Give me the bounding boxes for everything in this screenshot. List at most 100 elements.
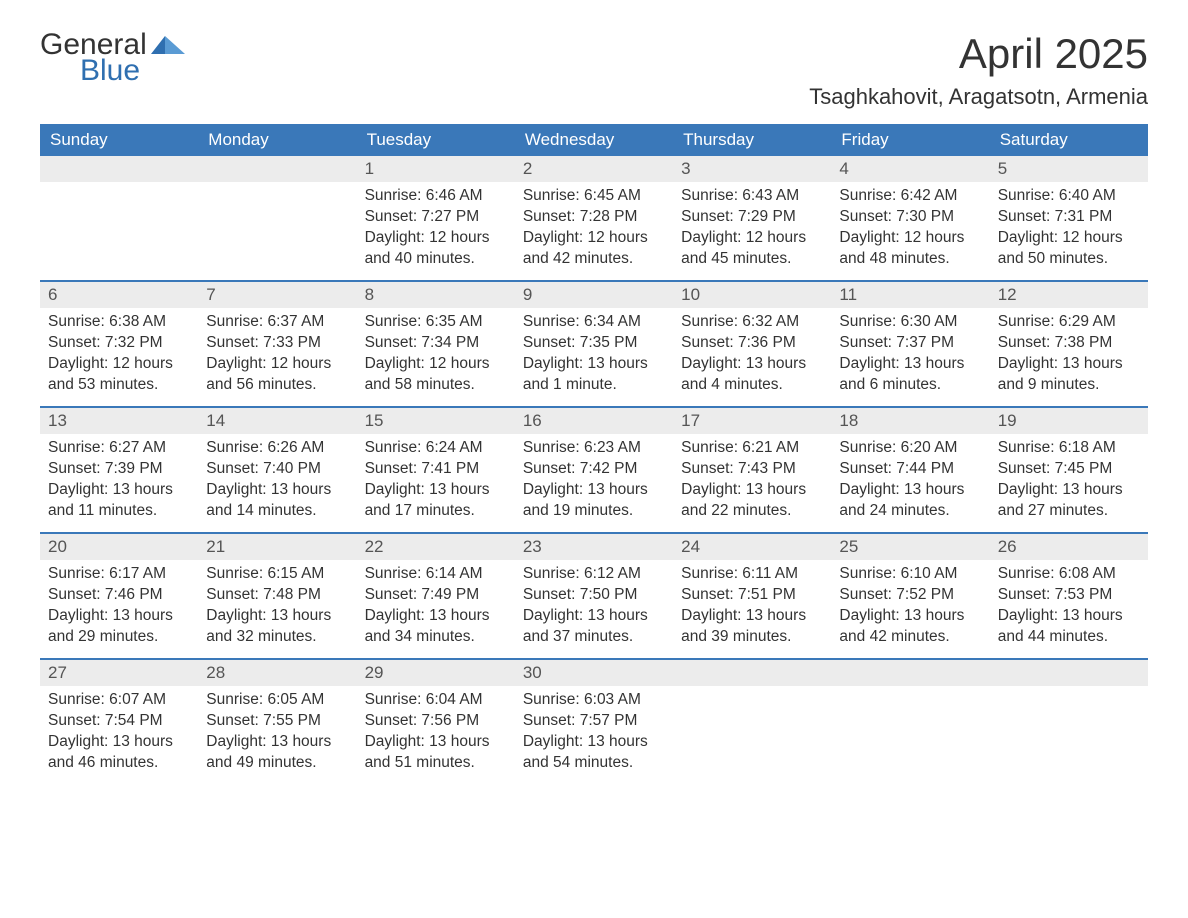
cell-body: Sunrise: 6:15 AMSunset: 7:48 PMDaylight:… — [198, 560, 356, 656]
cell-body: Sunrise: 6:04 AMSunset: 7:56 PMDaylight:… — [357, 686, 515, 782]
dl2-text: and 19 minutes. — [523, 501, 665, 522]
sunset-text: Sunset: 7:33 PM — [206, 333, 348, 354]
calendar-cell — [831, 660, 989, 784]
cell-body: Sunrise: 6:21 AMSunset: 7:43 PMDaylight:… — [673, 434, 831, 530]
sunset-text: Sunset: 7:41 PM — [365, 459, 507, 480]
dl1-text: Daylight: 13 hours — [48, 606, 190, 627]
day-header: Saturday — [990, 124, 1148, 156]
dl2-text: and 48 minutes. — [839, 249, 981, 270]
cell-body: Sunrise: 6:26 AMSunset: 7:40 PMDaylight:… — [198, 434, 356, 530]
cell-body: Sunrise: 6:10 AMSunset: 7:52 PMDaylight:… — [831, 560, 989, 656]
calendar-cell: 6Sunrise: 6:38 AMSunset: 7:32 PMDaylight… — [40, 282, 198, 406]
dl2-text: and 37 minutes. — [523, 627, 665, 648]
sunset-text: Sunset: 7:52 PM — [839, 585, 981, 606]
sunrise-text: Sunrise: 6:10 AM — [839, 564, 981, 585]
dl1-text: Daylight: 13 hours — [839, 480, 981, 501]
day-number: 16 — [515, 408, 673, 434]
day-number: 26 — [990, 534, 1148, 560]
day-header: Sunday — [40, 124, 198, 156]
calendar-cell: 9Sunrise: 6:34 AMSunset: 7:35 PMDaylight… — [515, 282, 673, 406]
cell-body: Sunrise: 6:30 AMSunset: 7:37 PMDaylight:… — [831, 308, 989, 404]
week-row: 27Sunrise: 6:07 AMSunset: 7:54 PMDayligh… — [40, 658, 1148, 784]
sunset-text: Sunset: 7:40 PM — [206, 459, 348, 480]
cell-body: Sunrise: 6:42 AMSunset: 7:30 PMDaylight:… — [831, 182, 989, 278]
sunset-text: Sunset: 7:49 PM — [365, 585, 507, 606]
sunset-text: Sunset: 7:44 PM — [839, 459, 981, 480]
dl2-text: and 58 minutes. — [365, 375, 507, 396]
cell-body: Sunrise: 6:34 AMSunset: 7:35 PMDaylight:… — [515, 308, 673, 404]
dl1-text: Daylight: 13 hours — [998, 606, 1140, 627]
day-number — [198, 156, 356, 182]
day-number: 4 — [831, 156, 989, 182]
cell-body: Sunrise: 6:27 AMSunset: 7:39 PMDaylight:… — [40, 434, 198, 530]
day-number: 20 — [40, 534, 198, 560]
dl2-text: and 40 minutes. — [365, 249, 507, 270]
calendar-cell: 16Sunrise: 6:23 AMSunset: 7:42 PMDayligh… — [515, 408, 673, 532]
cell-body: Sunrise: 6:12 AMSunset: 7:50 PMDaylight:… — [515, 560, 673, 656]
calendar-cell: 3Sunrise: 6:43 AMSunset: 7:29 PMDaylight… — [673, 156, 831, 280]
dl2-text: and 54 minutes. — [523, 753, 665, 774]
cell-body: Sunrise: 6:05 AMSunset: 7:55 PMDaylight:… — [198, 686, 356, 782]
dl2-text: and 29 minutes. — [48, 627, 190, 648]
sunset-text: Sunset: 7:51 PM — [681, 585, 823, 606]
page-title: April 2025 — [809, 30, 1148, 78]
sunset-text: Sunset: 7:53 PM — [998, 585, 1140, 606]
day-number: 25 — [831, 534, 989, 560]
dl1-text: Daylight: 13 hours — [48, 480, 190, 501]
sunrise-text: Sunrise: 6:07 AM — [48, 690, 190, 711]
sunrise-text: Sunrise: 6:37 AM — [206, 312, 348, 333]
calendar-cell: 30Sunrise: 6:03 AMSunset: 7:57 PMDayligh… — [515, 660, 673, 784]
day-number: 30 — [515, 660, 673, 686]
dl2-text: and 9 minutes. — [998, 375, 1140, 396]
dl2-text: and 17 minutes. — [365, 501, 507, 522]
day-number: 12 — [990, 282, 1148, 308]
dl1-text: Daylight: 12 hours — [998, 228, 1140, 249]
sunset-text: Sunset: 7:42 PM — [523, 459, 665, 480]
dl2-text: and 53 minutes. — [48, 375, 190, 396]
calendar-cell: 24Sunrise: 6:11 AMSunset: 7:51 PMDayligh… — [673, 534, 831, 658]
sunrise-text: Sunrise: 6:11 AM — [681, 564, 823, 585]
day-number: 27 — [40, 660, 198, 686]
sunrise-text: Sunrise: 6:40 AM — [998, 186, 1140, 207]
dl2-text: and 49 minutes. — [206, 753, 348, 774]
logo-text-blue: Blue — [40, 56, 187, 86]
calendar-cell — [198, 156, 356, 280]
dl1-text: Daylight: 13 hours — [998, 354, 1140, 375]
location-subtitle: Tsaghkahovit, Aragatsotn, Armenia — [809, 84, 1148, 110]
calendar-cell: 25Sunrise: 6:10 AMSunset: 7:52 PMDayligh… — [831, 534, 989, 658]
dl2-text: and 14 minutes. — [206, 501, 348, 522]
dl1-text: Daylight: 13 hours — [998, 480, 1140, 501]
day-number: 10 — [673, 282, 831, 308]
dl1-text: Daylight: 13 hours — [523, 354, 665, 375]
day-number: 13 — [40, 408, 198, 434]
calendar-cell: 19Sunrise: 6:18 AMSunset: 7:45 PMDayligh… — [990, 408, 1148, 532]
cell-body: Sunrise: 6:18 AMSunset: 7:45 PMDaylight:… — [990, 434, 1148, 530]
dl1-text: Daylight: 13 hours — [839, 606, 981, 627]
calendar-cell: 29Sunrise: 6:04 AMSunset: 7:56 PMDayligh… — [357, 660, 515, 784]
day-number: 28 — [198, 660, 356, 686]
day-number — [990, 660, 1148, 686]
calendar-cell — [990, 660, 1148, 784]
day-header: Friday — [831, 124, 989, 156]
dl1-text: Daylight: 13 hours — [206, 480, 348, 501]
cell-body: Sunrise: 6:17 AMSunset: 7:46 PMDaylight:… — [40, 560, 198, 656]
sunrise-text: Sunrise: 6:43 AM — [681, 186, 823, 207]
calendar-cell: 17Sunrise: 6:21 AMSunset: 7:43 PMDayligh… — [673, 408, 831, 532]
sunrise-text: Sunrise: 6:21 AM — [681, 438, 823, 459]
week-row: 20Sunrise: 6:17 AMSunset: 7:46 PMDayligh… — [40, 532, 1148, 658]
calendar-cell: 22Sunrise: 6:14 AMSunset: 7:49 PMDayligh… — [357, 534, 515, 658]
sunset-text: Sunset: 7:28 PM — [523, 207, 665, 228]
cell-body: Sunrise: 6:29 AMSunset: 7:38 PMDaylight:… — [990, 308, 1148, 404]
sunrise-text: Sunrise: 6:15 AM — [206, 564, 348, 585]
sunrise-text: Sunrise: 6:34 AM — [523, 312, 665, 333]
cell-body: Sunrise: 6:24 AMSunset: 7:41 PMDaylight:… — [357, 434, 515, 530]
dl1-text: Daylight: 13 hours — [681, 354, 823, 375]
dl1-text: Daylight: 12 hours — [206, 354, 348, 375]
logo-mark-icon — [151, 30, 187, 54]
sunrise-text: Sunrise: 6:14 AM — [365, 564, 507, 585]
sunrise-text: Sunrise: 6:26 AM — [206, 438, 348, 459]
sunrise-text: Sunrise: 6:46 AM — [365, 186, 507, 207]
sunrise-text: Sunrise: 6:05 AM — [206, 690, 348, 711]
dl2-text: and 6 minutes. — [839, 375, 981, 396]
calendar-cell: 18Sunrise: 6:20 AMSunset: 7:44 PMDayligh… — [831, 408, 989, 532]
